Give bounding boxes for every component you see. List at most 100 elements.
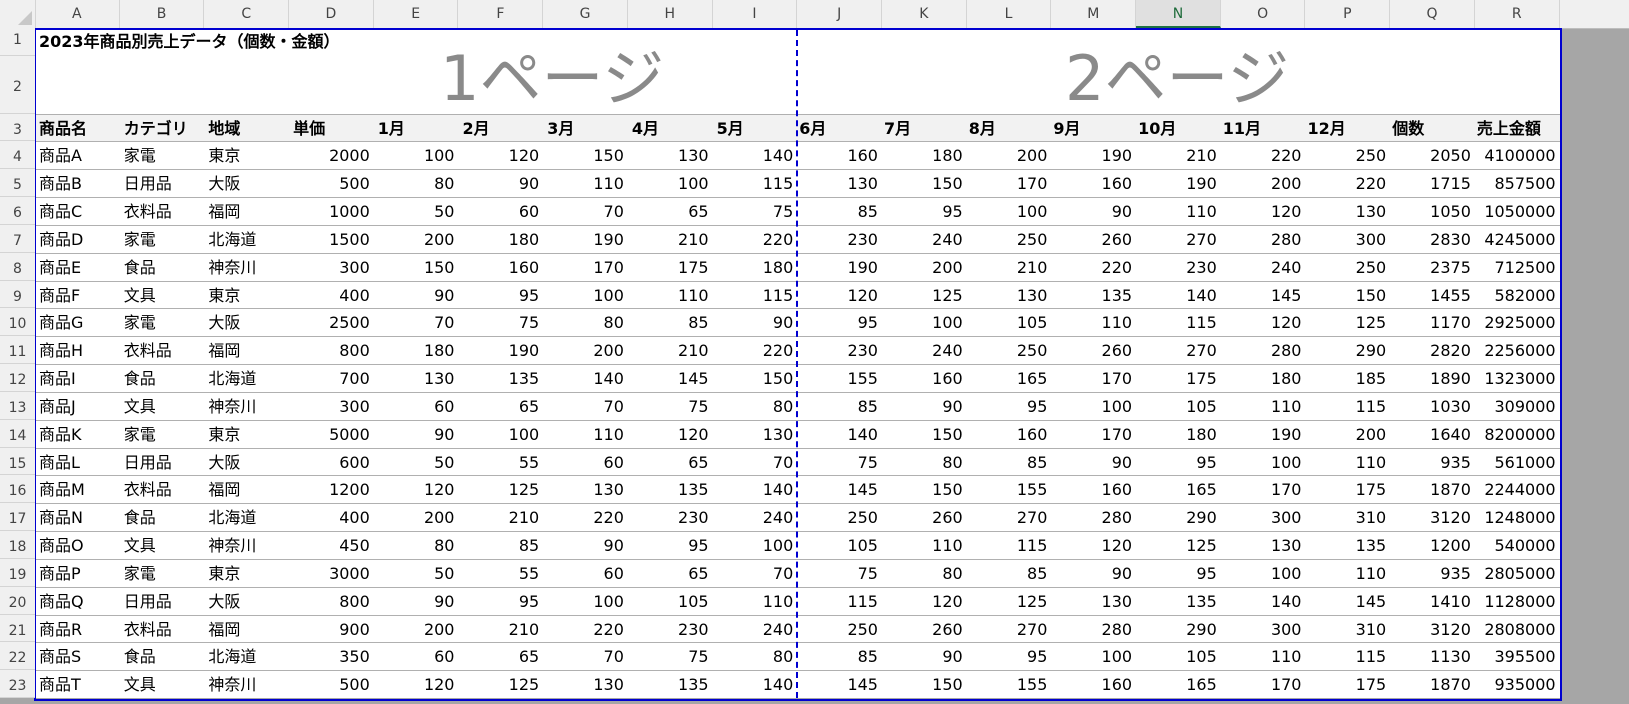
data-cell[interactable]: 75: [518, 313, 540, 333]
data-cell[interactable]: 100: [678, 174, 709, 194]
data-cell[interactable]: 100: [508, 424, 540, 444]
data-cell[interactable]: 170: [1101, 369, 1133, 389]
data-cell[interactable]: 170: [1270, 675, 1302, 695]
data-cell[interactable]: 食品: [123, 369, 156, 389]
data-cell[interactable]: 90: [1111, 452, 1133, 472]
data-cell[interactable]: 130: [593, 675, 624, 695]
header-cell[interactable]: 10月: [1138, 118, 1177, 138]
data-cell[interactable]: 160: [1101, 675, 1133, 695]
data-cell[interactable]: 140: [762, 146, 794, 166]
header-cell[interactable]: 12月: [1307, 118, 1346, 138]
column-header-K[interactable]: K: [882, 0, 967, 28]
data-cell[interactable]: 310: [1355, 508, 1387, 528]
data-cell[interactable]: 商品I: [39, 369, 76, 389]
data-cell[interactable]: 80: [942, 452, 963, 472]
data-cell[interactable]: 95: [1196, 452, 1217, 472]
data-cell[interactable]: 商品J: [39, 396, 76, 416]
data-cell[interactable]: 100: [1016, 202, 1048, 222]
column-header-P[interactable]: P: [1306, 0, 1391, 28]
data-cell[interactable]: 110: [1101, 313, 1133, 333]
data-cell[interactable]: 135: [1355, 536, 1387, 556]
row-header-5[interactable]: 5: [0, 169, 35, 198]
data-cell[interactable]: 350: [339, 647, 370, 667]
data-cell[interactable]: 50: [434, 563, 455, 583]
data-cell[interactable]: 90: [434, 424, 455, 444]
data-cell[interactable]: 商品K: [39, 424, 82, 444]
row-header-22[interactable]: 22: [0, 642, 35, 671]
row-header-11[interactable]: 11: [0, 336, 35, 365]
data-cell[interactable]: 福岡: [208, 341, 241, 361]
data-cell[interactable]: 140: [762, 480, 794, 500]
data-cell[interactable]: 900: [339, 619, 370, 639]
data-cell[interactable]: 4245000: [1484, 229, 1556, 249]
row-header-19[interactable]: 19: [0, 558, 35, 587]
data-cell[interactable]: 600: [339, 452, 370, 472]
data-cell[interactable]: 280: [1270, 341, 1302, 361]
data-cell[interactable]: 200: [423, 508, 455, 528]
data-cell[interactable]: 1248000: [1484, 508, 1556, 528]
data-cell[interactable]: 145: [678, 369, 709, 389]
row-header-18[interactable]: 18: [0, 531, 35, 559]
data-cell[interactable]: 1128000: [1484, 591, 1556, 611]
data-cell[interactable]: 395500: [1494, 647, 1556, 667]
data-cell[interactable]: 280: [1101, 508, 1133, 528]
data-cell[interactable]: 270: [1016, 508, 1048, 528]
column-header-E[interactable]: E: [374, 0, 459, 28]
column-header-H[interactable]: H: [628, 0, 713, 28]
data-cell[interactable]: 250: [1016, 229, 1048, 249]
data-cell[interactable]: 130: [678, 146, 709, 166]
data-cell[interactable]: 1890: [1430, 369, 1471, 389]
header-cell[interactable]: 単価: [293, 118, 326, 138]
data-cell[interactable]: 日用品: [123, 174, 172, 194]
data-cell[interactable]: 280: [1270, 229, 1302, 249]
data-cell[interactable]: 日用品: [123, 591, 172, 611]
data-cell[interactable]: 100: [423, 146, 455, 166]
data-cell[interactable]: 150: [423, 257, 455, 277]
data-cell[interactable]: 185: [1355, 369, 1387, 389]
column-header-I[interactable]: I: [713, 0, 798, 28]
data-cell[interactable]: 福岡: [208, 619, 241, 639]
data-cell[interactable]: 220: [1101, 257, 1133, 277]
data-cell[interactable]: 120: [508, 146, 540, 166]
data-cell[interactable]: 165: [1186, 480, 1217, 500]
data-cell[interactable]: 商品G: [39, 313, 84, 333]
data-cell[interactable]: 170: [593, 257, 624, 277]
sheet-title[interactable]: 2023年商品別売上データ（個数・金額）: [39, 32, 340, 51]
data-cell[interactable]: 700: [339, 369, 370, 389]
column-header-A[interactable]: A: [35, 0, 120, 28]
data-cell[interactable]: 3120: [1430, 619, 1471, 639]
data-cell[interactable]: 100: [1270, 452, 1302, 472]
data-cell[interactable]: 65: [688, 202, 709, 222]
data-cell[interactable]: 商品M: [39, 480, 85, 500]
data-cell[interactable]: 130: [762, 424, 794, 444]
data-cell[interactable]: 220: [762, 229, 794, 249]
header-cell[interactable]: 8月: [968, 118, 996, 138]
data-cell[interactable]: 150: [932, 424, 963, 444]
data-cell[interactable]: 4100000: [1484, 146, 1556, 166]
data-cell[interactable]: 250: [1355, 257, 1387, 277]
data-cell[interactable]: 2256000: [1484, 341, 1556, 361]
data-cell[interactable]: 540000: [1494, 536, 1556, 556]
data-cell[interactable]: 文具: [123, 285, 156, 305]
data-cell[interactable]: 70: [603, 647, 624, 667]
data-cell[interactable]: 神奈川: [208, 536, 257, 556]
data-cell[interactable]: 東京: [208, 285, 241, 305]
data-cell[interactable]: 125: [1016, 591, 1048, 611]
data-cell[interactable]: 250: [1355, 146, 1387, 166]
data-cell[interactable]: 95: [1027, 647, 1048, 667]
data-cell[interactable]: 神奈川: [208, 257, 257, 277]
data-cell[interactable]: 日用品: [123, 452, 172, 472]
row-header-3[interactable]: 3: [0, 113, 35, 142]
data-cell[interactable]: 95: [688, 536, 709, 556]
data-cell[interactable]: 衣料品: [123, 619, 172, 639]
data-cell[interactable]: 155: [1016, 675, 1048, 695]
data-cell[interactable]: 160: [508, 257, 540, 277]
data-cell[interactable]: 80: [772, 647, 794, 667]
data-cell[interactable]: 60: [434, 647, 455, 667]
data-cell[interactable]: 家電: [123, 229, 156, 249]
data-cell[interactable]: 115: [762, 285, 794, 305]
data-cell[interactable]: 800: [339, 591, 370, 611]
data-cell[interactable]: 190: [847, 257, 878, 277]
data-cell[interactable]: 130: [1355, 202, 1387, 222]
data-cell[interactable]: 神奈川: [208, 675, 257, 695]
